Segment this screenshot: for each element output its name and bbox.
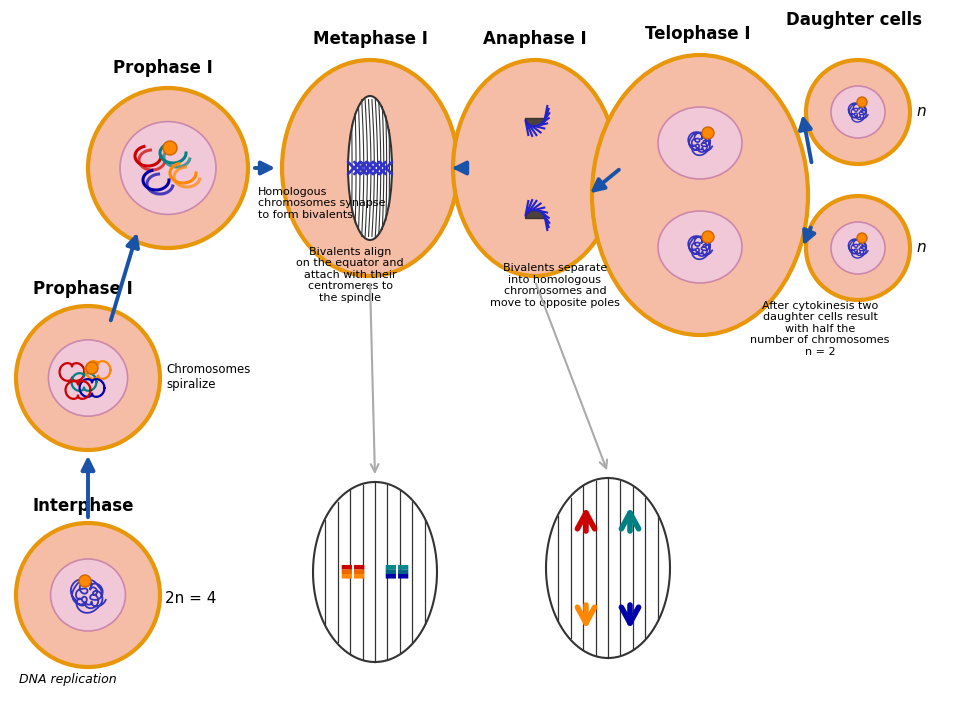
Text: Prophase I: Prophase I <box>113 59 213 77</box>
Text: Bivalents align
on the equator and
attach with their
centromeres to
the spindle: Bivalents align on the equator and attac… <box>297 246 404 303</box>
Circle shape <box>86 362 98 374</box>
Text: Bivalents separate
into homologous
chromosomes and
move to opposite poles: Bivalents separate into homologous chrom… <box>490 263 620 308</box>
FancyBboxPatch shape <box>386 574 408 579</box>
Circle shape <box>857 97 867 107</box>
Circle shape <box>702 127 714 139</box>
FancyBboxPatch shape <box>342 574 364 579</box>
Ellipse shape <box>120 122 216 215</box>
Text: Interphase: Interphase <box>33 497 133 515</box>
Ellipse shape <box>88 88 248 248</box>
Ellipse shape <box>16 523 160 667</box>
Text: Daughter cells: Daughter cells <box>786 11 922 29</box>
FancyBboxPatch shape <box>386 565 408 570</box>
Ellipse shape <box>348 96 392 240</box>
Ellipse shape <box>831 222 885 274</box>
Text: 2n = 4: 2n = 4 <box>165 591 216 606</box>
Ellipse shape <box>592 55 808 335</box>
Ellipse shape <box>48 340 128 416</box>
Ellipse shape <box>282 60 458 276</box>
Text: DNA replication: DNA replication <box>19 673 117 686</box>
Ellipse shape <box>806 196 910 300</box>
Circle shape <box>702 231 714 243</box>
Text: n: n <box>916 104 925 119</box>
Ellipse shape <box>831 86 885 138</box>
Text: Prophase I: Prophase I <box>34 280 132 298</box>
Ellipse shape <box>806 60 910 164</box>
Text: n: n <box>916 240 925 255</box>
Text: Homologous
chromosomes synapse
to form bivalents: Homologous chromosomes synapse to form b… <box>258 187 386 220</box>
Ellipse shape <box>51 559 126 631</box>
Ellipse shape <box>658 107 742 179</box>
FancyBboxPatch shape <box>386 570 408 574</box>
Text: After cytokinesis two
daughter cells result
with half the
number of chromosomes
: After cytokinesis two daughter cells res… <box>751 301 890 357</box>
Ellipse shape <box>658 211 742 283</box>
Text: Anaphase I: Anaphase I <box>483 30 587 48</box>
FancyBboxPatch shape <box>342 570 364 574</box>
Circle shape <box>857 233 867 243</box>
Text: Telophase I: Telophase I <box>645 25 751 43</box>
Text: Metaphase I: Metaphase I <box>313 30 427 48</box>
Circle shape <box>163 141 177 155</box>
Ellipse shape <box>453 60 617 276</box>
FancyBboxPatch shape <box>342 565 364 570</box>
Text: Chromosomes
spiralize: Chromosomes spiralize <box>166 363 251 391</box>
Ellipse shape <box>16 306 160 450</box>
Circle shape <box>79 575 91 587</box>
